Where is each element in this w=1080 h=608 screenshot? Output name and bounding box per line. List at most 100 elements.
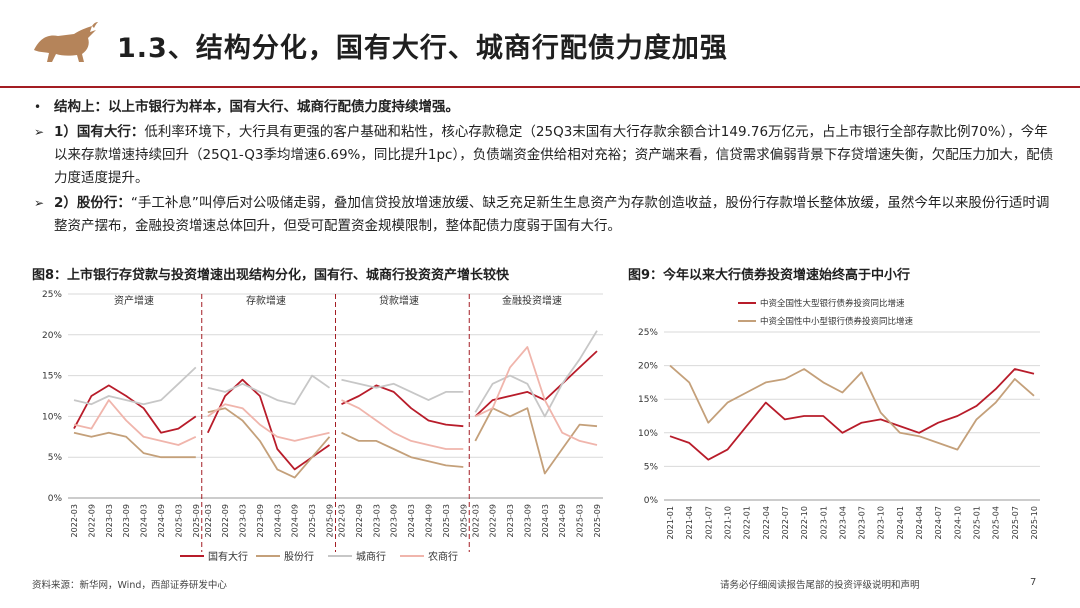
fig8-series-line [341,378,464,401]
fig9-xtick-label: 2024-04 [915,506,924,539]
fig9-ytick-label: 20% [638,362,658,372]
panel-label-investments: 金融投资增速 [502,294,562,307]
bullet-marker: ➢ [34,196,45,210]
header-divider [0,86,1080,88]
bullet-item: ➢ 2）股份行：“手工补息”叫停后对公吸储走弱，叠加信贷投放增速放缓、缺乏充足新… [30,192,1055,238]
bullet-text: “手工补息”叫停后对公吸储走弱，叠加信贷投放增速放缓、缺乏充足新生生息资产为存款… [54,195,1050,234]
fig9-ytick-label: 5% [644,462,659,472]
fig8-xtick-label: 2022-03 [204,504,213,537]
bullet-item: • 结构上：以上市银行为样本，国有大行、城商行配债力度持续增强。 [30,96,1055,119]
fig8-xtick-label: 2024-03 [407,504,416,537]
fig9-xtick-label: 2023-01 [819,506,828,539]
bullet-lead: 结构上：以上市银行为样本，国有大行、城商行配债力度持续增强。 [54,99,459,115]
bullet-item: ➢ 1）国有大行：低利率环境下，大行具有更强的客户基础和粘性，核心存款稳定（25… [30,121,1055,190]
fig8-ytick-label: 10% [42,412,62,422]
fig9-xtick-label: 2024-07 [934,506,943,539]
fig9-title: 图9：今年以来大行债券投资增速始终高于中小行 [628,268,911,283]
fig9-xtick-label: 2021-04 [685,506,694,539]
fig8-series-line [73,431,196,459]
legend-label-large-banks: 中资全国性大型银行债券投资同比增速 [760,298,905,309]
fig8-xtick-label: 2025-09 [459,504,468,537]
fig9-xtick-label: 2025-01 [973,506,982,539]
fig9-ytick-label: 0% [644,496,659,506]
fig8-title: 图8：上市银行存贷款与投资增速出现结构分化，国有行、城商行投资资产增长较快 [32,268,510,283]
fig8-xtick-label: 2023-03 [372,504,381,537]
fig8-series-line [341,431,464,468]
fig9-xtick-label: 2023-04 [838,506,847,539]
fig8-xtick-label: 2024-03 [140,504,149,537]
fig9-xtick-label: 2023-10 [877,506,886,539]
fig8-xtick-label: 2022-09 [221,504,230,537]
bullet-marker: ➢ [34,125,45,139]
fig8-xtick-label: 2022-03 [70,504,79,537]
panel-label-loans: 贷款增速 [379,294,419,307]
source-note: 资料来源：新华网，Wind，西部证券研发中心 [32,580,227,591]
fig8-xtick-label: 2023-09 [523,504,532,537]
fig8-xtick-label: 2024-09 [424,504,433,537]
fig9-xtick-label: 2021-01 [666,506,675,539]
fig8-series-line [474,346,598,446]
fig8-xtick-label: 2022-09 [355,504,364,537]
fig8-series-line [341,384,464,428]
fig8-xtick-label: 2024-03 [541,504,550,537]
bullet-lead: 2）股份行： [54,195,131,211]
fig8-xtick-label: 2025-09 [326,504,335,537]
fig8-series-line [207,407,331,479]
fig8-ytick-label: 5% [48,453,63,463]
bullet-lead: 1）国有大行： [54,124,145,140]
fig8-ytick-label: 15% [42,372,62,382]
fig9-ytick-label: 15% [638,395,658,405]
fig9-series-line [669,368,1035,461]
fig9-xtick-label: 2022-10 [800,506,809,539]
fig8-xtick-label: 2024-09 [558,504,567,537]
legend-label-small-banks: 中资全国性中小型银行债券投资同比增速 [760,316,914,327]
fig8-xtick-label: 2025-03 [576,504,585,537]
legend-label-city: 城商行 [356,550,386,563]
fig8-xtick-label: 2022-09 [87,504,96,537]
panel-label-deposits: 存款增速 [246,294,286,307]
fig8-series-line [73,399,197,446]
legend-label-joint: 股份行 [284,550,314,563]
fig9-xtick-label: 2023-07 [858,506,867,539]
fig8-xtick-label: 2023-09 [390,504,399,537]
fig9-ytick-label: 10% [638,429,658,439]
legend-label-rural: 农商行 [428,550,458,563]
fig8-ytick-label: 20% [42,331,62,341]
fig8-xtick-label: 2023-03 [105,504,114,537]
fig8-series-line [207,374,331,406]
fig9-xtick-label: 2025-04 [992,506,1001,539]
fig8-series-line [73,366,197,406]
fig8-xtick-label: 2025-09 [593,504,602,537]
fig9-xtick-label: 2025-07 [1011,506,1020,539]
fig9-xtick-label: 2022-07 [781,506,790,539]
summary-bullets: • 结构上：以上市银行为样本，国有大行、城商行配债力度持续增强。 ➢ 1）国有大… [30,96,1055,238]
fig9-xtick-label: 2025-10 [1030,506,1039,539]
fig8-xtick-label: 2025-03 [442,504,451,537]
disclaimer-note: 请务必仔细阅读报告尾部的投资评级说明和声明 [720,580,920,591]
legend-label-state: 国有大行 [208,550,248,563]
fig8-series-line [474,330,598,418]
fig8-xtick-label: 2025-03 [174,504,183,537]
fig9-xtick-label: 2021-07 [704,506,713,539]
slide-header: 1.3、结构分化，国有大行、城商行配债力度加强 [0,0,1080,88]
bull-logo-icon [34,22,98,62]
fig8-xtick-label: 2024-09 [157,504,166,537]
fig8-xtick-label: 2023-09 [256,504,265,537]
panel-label-assets: 资产增速 [114,294,154,307]
fig9-xtick-label: 2024-10 [953,506,962,539]
fig8-xtick-label: 2022-03 [471,504,480,537]
page-number: 7 [1030,577,1037,588]
fig8-xtick-label: 2025-09 [192,504,201,537]
fig8-chart: 25% 20% 15% 10% 5% 0% 资产增速 存款增速 贷款增速 金融投资增速 2… [42,290,603,563]
fig9-xtick-label: 2021-10 [723,506,732,539]
fig9-series-line [669,364,1035,451]
fig8-xtick-label: 2024-09 [291,504,300,537]
fig8-xtick-label: 2022-09 [489,504,498,537]
fig9-xtick-label: 2022-01 [743,506,752,539]
fig8-xtick-label: 2023-03 [239,504,248,537]
fig8-xtick-label: 2022-03 [338,504,347,537]
fig9-chart: 中资全国性大型银行债券投资同比增速 中资全国性中小型银行债券投资同比增速 25%… [638,298,1040,539]
fig8-xtick-label: 2023-03 [506,504,515,537]
fig8-series-line [474,407,598,475]
fig8-series-line [207,403,330,442]
